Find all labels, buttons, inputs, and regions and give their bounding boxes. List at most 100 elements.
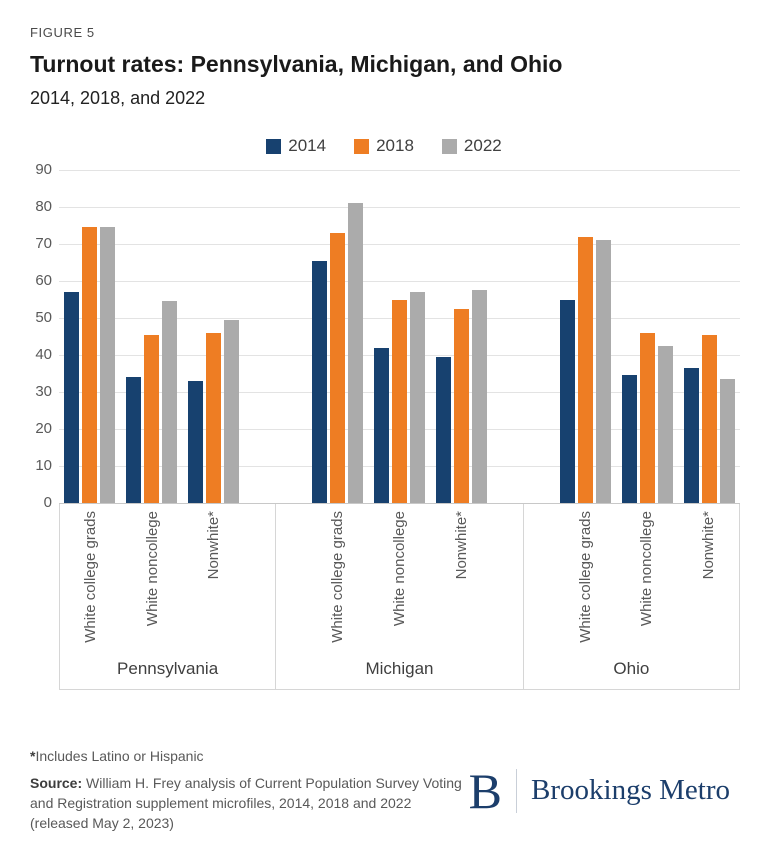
y-tick-label: 0 <box>43 494 52 511</box>
legend-swatch-2022 <box>441 138 457 154</box>
group-gap <box>492 511 523 655</box>
bar-2018 <box>701 334 717 503</box>
bar-2022 <box>409 292 425 503</box>
bar-2022 <box>100 227 116 503</box>
category-label-cell: White noncollege <box>616 511 678 655</box>
bar-2018 <box>330 232 346 503</box>
bar-cluster <box>430 170 492 503</box>
category-label: Nonwhite* <box>699 511 717 580</box>
figure-label: FIGURE 5 <box>30 25 95 40</box>
legend-swatch-2014 <box>266 138 282 154</box>
category-label-cell: White noncollege <box>122 511 184 655</box>
bar-2018 <box>639 332 655 503</box>
bar-cluster <box>121 170 183 503</box>
x-axis-labels: White college grads White noncollege Nonwh… <box>59 503 740 690</box>
group-gap <box>276 511 307 655</box>
x-group-michigan: White college grads White noncollege Nonwh… <box>276 503 524 689</box>
bar-cluster <box>369 170 431 503</box>
footnote: *Includes Latino or Hispanic <box>30 748 469 764</box>
plot-group-pennsylvania <box>59 170 276 503</box>
bar-2014 <box>621 375 637 503</box>
legend-label: 2014 <box>288 136 327 155</box>
x-axis-line <box>59 503 740 504</box>
bar-2018 <box>453 308 469 503</box>
subtitle: 2014, 2018, and 2022 <box>30 88 206 108</box>
bar-2022 <box>657 345 673 503</box>
bar-2022 <box>595 240 611 503</box>
group-gap <box>492 170 523 503</box>
page-title: Turnout rates: Pennsylvania, Michigan, a… <box>30 51 563 77</box>
bar-2018 <box>82 227 98 503</box>
bar-cluster <box>183 170 245 503</box>
category-labels: White college grads White noncollege Nonwh… <box>60 503 275 655</box>
y-tick-label: 90 <box>35 161 52 178</box>
group-gap <box>524 511 555 655</box>
y-tick-label: 50 <box>35 309 52 326</box>
source-label: Source: <box>30 775 83 791</box>
category-label: White noncollege <box>638 511 656 627</box>
x-group-pennsylvania: White college grads White noncollege Nonwh… <box>60 503 277 689</box>
bar-2014 <box>683 367 699 503</box>
plot-column: White college grads White noncollege Nonwh… <box>59 170 740 690</box>
bar-2014 <box>126 377 142 503</box>
category-label: White college grads <box>576 511 594 643</box>
group-label-ohio: Ohio <box>613 659 650 678</box>
group-label-pennsylvania: Pennsylvania <box>117 659 219 678</box>
category-label-cell: White noncollege <box>369 511 431 655</box>
category-labels: White college grads White noncollege Nonwh… <box>524 503 739 655</box>
legend-item-2018: 2018 <box>354 136 414 156</box>
brookings-logo-b-icon: B <box>468 762 503 819</box>
x-group-ohio: White college grads White noncollege Nonwh… <box>524 503 740 689</box>
category-label-cell: Nonwhite* <box>678 511 740 655</box>
plot-group-michigan <box>276 170 524 503</box>
bar-2014 <box>373 347 389 503</box>
y-tick-label: 60 <box>35 272 52 289</box>
category-label: Nonwhite* <box>205 511 223 580</box>
figure-header: FIGURE 5 Turnout rates: Pennsylvania, Mi… <box>0 0 768 109</box>
bar-2014 <box>559 299 575 503</box>
notes-block: *Includes Latino or Hispanic Source: Wil… <box>30 748 469 833</box>
category-label: White noncollege <box>390 511 408 627</box>
footnote-text: Includes Latino or Hispanic <box>35 748 204 764</box>
group-label-michigan: Michigan <box>365 659 434 678</box>
y-tick-label: 80 <box>35 198 52 215</box>
plot-area <box>59 170 740 504</box>
bar-2022 <box>348 203 364 503</box>
group-gap <box>276 170 307 503</box>
group-gap <box>245 170 276 503</box>
category-label-cell: White college grads <box>60 511 122 655</box>
bar-2018 <box>206 332 222 503</box>
category-label: Nonwhite* <box>452 511 470 580</box>
bar-2018 <box>144 334 160 503</box>
figure-footer: *Includes Latino or Hispanic Source: Wil… <box>30 748 738 833</box>
bar-2022 <box>719 379 735 503</box>
legend-item-2022: 2022 <box>441 136 502 156</box>
y-tick-label: 40 <box>35 346 52 363</box>
category-label: White college grads <box>329 511 347 643</box>
bar-chart: 90 80 70 60 50 40 30 20 10 0 White college grads W… <box>28 161 740 690</box>
bar-2022 <box>224 319 240 503</box>
chart-legend: 2014 2018 2022 <box>0 136 768 156</box>
bar-cluster <box>307 170 369 503</box>
legend-label: 2018 <box>376 136 414 155</box>
bar-2018 <box>391 299 407 503</box>
legend-label: 2022 <box>463 136 502 155</box>
category-label-cell: Nonwhite* <box>430 511 492 655</box>
source-note: Source: William H. Frey analysis of Curr… <box>30 773 469 833</box>
bar-2022 <box>471 290 487 503</box>
y-tick-label: 70 <box>35 235 52 252</box>
category-label-cell: White college grads <box>307 511 369 655</box>
bar-cluster <box>59 170 121 503</box>
y-tick-label: 30 <box>35 383 52 400</box>
gridline <box>59 207 740 208</box>
bar-2014 <box>435 356 451 503</box>
y-axis: 90 80 70 60 50 40 30 20 10 0 <box>28 161 52 511</box>
category-label: White noncollege <box>143 511 161 627</box>
plot-group-ohio <box>523 170 740 503</box>
bar-2022 <box>162 301 178 503</box>
bar-2018 <box>577 236 593 503</box>
group-gap <box>245 511 276 655</box>
brookings-logo-text: Brookings Metro <box>531 774 730 806</box>
category-labels: White college grads White noncollege Nonwh… <box>276 503 523 655</box>
category-label: White college grads <box>82 511 100 643</box>
